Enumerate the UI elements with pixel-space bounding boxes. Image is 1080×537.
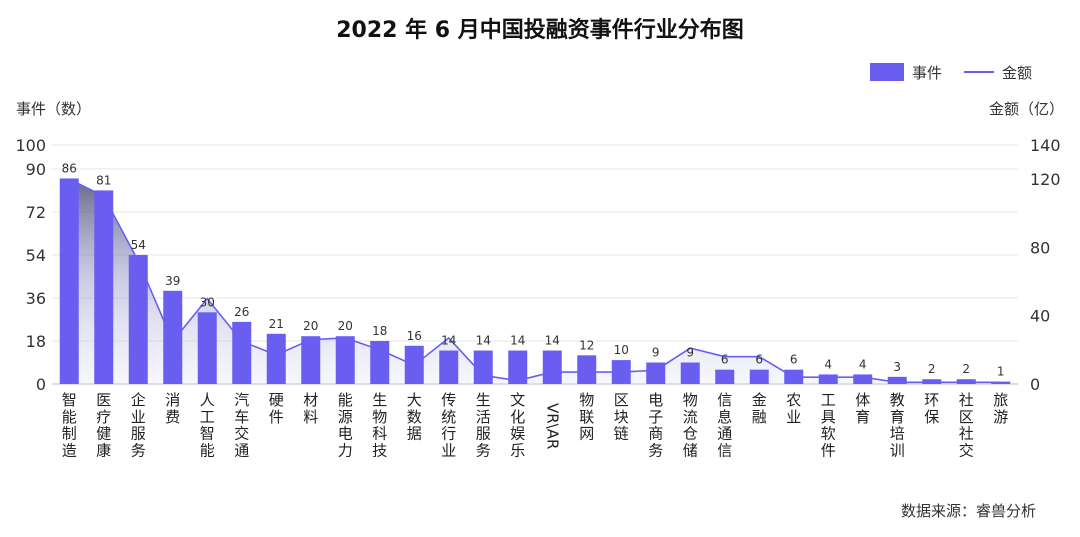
y-tick-label-right: 80 xyxy=(1030,238,1050,257)
bar-data-label: 14 xyxy=(545,334,560,348)
bar-data-label: 86 xyxy=(62,161,77,175)
category-label: 能源电力 xyxy=(338,391,353,459)
y-tick-label-left: 90 xyxy=(26,160,46,179)
category-label: 金融 xyxy=(752,391,767,426)
category-label: 传统行业 xyxy=(441,391,456,459)
category-label: 旅游 xyxy=(993,391,1008,426)
category-label: 电子商务 xyxy=(648,391,663,459)
event-bar xyxy=(94,190,114,384)
event-bar xyxy=(232,321,252,384)
category-label: 社区社交 xyxy=(959,391,974,459)
bar-data-label: 81 xyxy=(96,173,111,187)
bar-data-label: 2 xyxy=(962,362,970,376)
event-bar xyxy=(749,369,769,384)
category-label: 信息通信 xyxy=(717,391,732,459)
y-tick-label-left: 72 xyxy=(26,203,46,222)
event-bar xyxy=(197,312,217,384)
bar-data-label: 1 xyxy=(997,365,1005,379)
y-tick-label-right: 0 xyxy=(1030,375,1040,394)
category-label: VR\AR xyxy=(543,403,561,449)
y-tick-label-right: 120 xyxy=(1030,170,1061,189)
event-bar xyxy=(680,362,700,384)
category-label: 人工智能 xyxy=(200,391,215,459)
y-tick-label-left: 0 xyxy=(36,375,46,394)
legend-label-amount: 金额 xyxy=(1002,63,1033,82)
category-label: 工具软件 xyxy=(821,391,836,459)
bar-data-label: 2 xyxy=(928,362,936,376)
category-label: 体育 xyxy=(855,391,870,426)
category-label: 消费 xyxy=(165,391,180,426)
bar-data-label: 6 xyxy=(755,353,763,367)
bar-data-label: 39 xyxy=(165,274,180,288)
y-tick-label-left: 100 xyxy=(15,136,46,155)
category-label: 企业服务 xyxy=(131,391,146,459)
category-label: 物流仓储 xyxy=(683,391,698,459)
category-label: 汽车交通 xyxy=(234,391,249,459)
y-tick-label-right: 140 xyxy=(1030,136,1061,155)
y-tick-label-right: 40 xyxy=(1030,307,1050,326)
amount-line xyxy=(68,178,1001,384)
bar-data-label: 26 xyxy=(234,305,249,319)
bar-data-label: 4 xyxy=(859,357,867,371)
category-label: 硬件 xyxy=(269,391,284,426)
y-axis-right-label: 金额（亿） xyxy=(988,100,1064,118)
bar-data-label: 54 xyxy=(131,238,146,252)
amount-area xyxy=(69,179,1001,384)
bar-data-label: 3 xyxy=(893,360,901,374)
category-label: 生活服务 xyxy=(476,391,491,459)
bar-data-label: 20 xyxy=(303,319,318,333)
legend: 事件 金额 xyxy=(870,60,1032,84)
bar-data-label: 14 xyxy=(510,334,525,348)
bar-data-label: 6 xyxy=(721,353,729,367)
y-tick-label-left: 54 xyxy=(26,246,46,265)
legend-line-swatch xyxy=(964,71,995,73)
event-bar xyxy=(508,350,528,384)
event-bar xyxy=(439,350,459,384)
event-bar xyxy=(542,350,562,384)
event-bar xyxy=(887,376,907,384)
event-bar xyxy=(577,355,597,384)
event-bar xyxy=(818,374,838,384)
bar-data-label: 9 xyxy=(652,345,660,359)
category-label: 生物科技 xyxy=(372,391,387,459)
category-label: 教育培训 xyxy=(890,391,905,459)
event-bar xyxy=(59,178,79,384)
y-axis-left-label: 事件（数） xyxy=(16,100,92,118)
category-label: 文化娱乐 xyxy=(510,391,525,459)
bar-data-label: 14 xyxy=(441,334,456,348)
bar-data-label: 18 xyxy=(372,324,387,338)
category-label: 材料 xyxy=(303,391,318,426)
event-bar xyxy=(163,290,183,384)
bar-data-label: 16 xyxy=(407,329,422,343)
event-bar xyxy=(853,374,873,384)
event-bar xyxy=(301,336,321,384)
y-tick-label-left: 36 xyxy=(26,289,46,308)
y-tick-label-left: 18 xyxy=(26,332,46,351)
bar-data-label: 12 xyxy=(579,338,594,352)
bar-data-label: 9 xyxy=(686,345,694,359)
category-label: 智能制造 xyxy=(62,391,77,459)
category-label: 环保 xyxy=(924,391,939,426)
category-label: 医疗健康 xyxy=(96,391,111,459)
category-label: 农业 xyxy=(786,391,801,426)
bar-data-label: 30 xyxy=(200,295,215,309)
event-bar xyxy=(128,254,148,384)
legend-bar-swatch xyxy=(870,63,904,81)
event-bar xyxy=(715,369,735,384)
bar-data-label: 20 xyxy=(338,319,353,333)
bar-data-label: 4 xyxy=(824,357,832,371)
bar-data-label: 10 xyxy=(614,343,629,357)
event-bar xyxy=(335,336,355,384)
bar-data-label: 21 xyxy=(269,317,284,331)
chart-title: 2022 年 6 月中国投融资事件行业分布图 xyxy=(336,18,744,43)
category-label: 大数据 xyxy=(407,391,422,443)
bar-data-label: 6 xyxy=(790,353,798,367)
category-label: 物联网 xyxy=(579,391,594,443)
data-source: 数据来源：睿兽分析 xyxy=(900,502,1036,520)
legend-label-events: 事件 xyxy=(912,63,943,82)
category-label: 区块链 xyxy=(614,391,629,443)
bar-data-label: 14 xyxy=(476,334,491,348)
event-bar xyxy=(266,333,286,384)
